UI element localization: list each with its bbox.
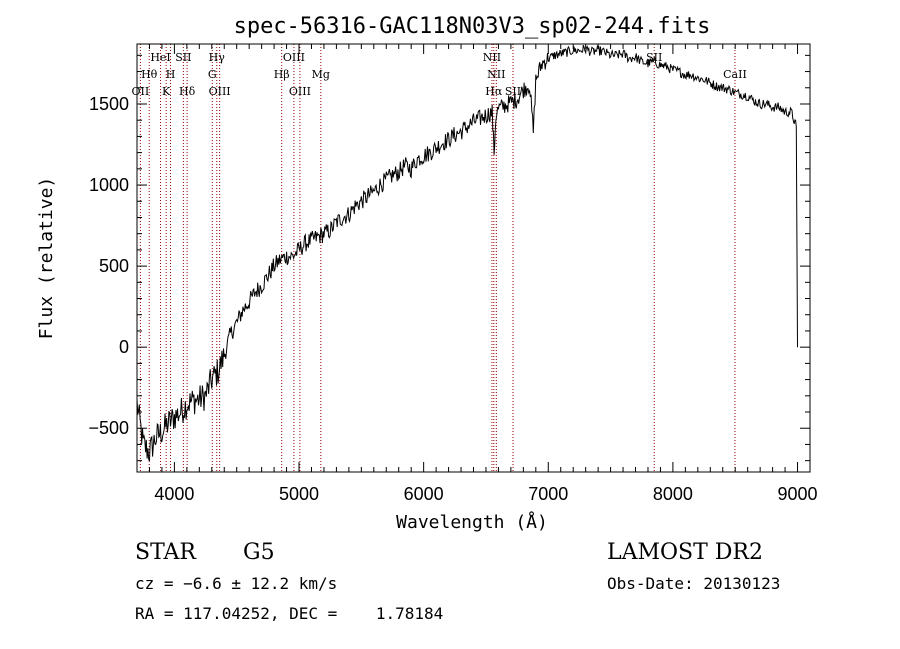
spectral-line-markers <box>139 44 736 472</box>
object-class: STAR <box>135 540 196 565</box>
y-tick-label: 500 <box>99 256 129 276</box>
line-label: G <box>208 68 217 81</box>
y-axis-label: Flux (relative) <box>36 177 57 340</box>
line-label: NII <box>483 51 501 64</box>
y-axis-ticks: −500 0 500 1000 1500 <box>88 54 810 462</box>
line-label: OIII <box>209 85 231 98</box>
line-label: Hγ <box>209 51 226 64</box>
x-tick-label: 6000 <box>404 484 444 504</box>
plot-frame <box>136 43 811 473</box>
x-axis-ticks: 4000 5000 6000 7000 8000 9000 <box>148 44 818 504</box>
line-label: Hβ <box>274 68 290 81</box>
observation-date: Obs-Date: 20130123 <box>607 574 781 593</box>
line-label: CaII <box>723 68 747 81</box>
line-label: NII <box>487 68 505 81</box>
spectrum-line <box>136 45 798 462</box>
line-label: OIII <box>283 51 305 64</box>
line-label: K <box>162 85 171 98</box>
y-tick-label: 0 <box>119 337 129 357</box>
line-label: SII <box>175 51 191 64</box>
y-tick-label: 1500 <box>89 94 129 114</box>
x-tick-label: 7000 <box>528 484 568 504</box>
redshift-cz: cz = −6.6 ± 12.2 km/s <box>135 574 338 593</box>
line-label: HeI <box>150 51 170 64</box>
x-tick-label: 4000 <box>154 484 194 504</box>
line-label: SII <box>505 85 521 98</box>
x-tick-label: 5000 <box>279 484 319 504</box>
line-label: Hα <box>485 85 503 98</box>
spectrum-chart: spec-56316-GAC118N03V3_sp02-244.fits OII… <box>36 14 818 533</box>
object-subclass: G5 <box>243 540 275 565</box>
x-tick-label: 8000 <box>653 484 693 504</box>
ra-dec: RA = 117.04252, DEC = 1.78184 <box>135 604 444 623</box>
line-label: OII <box>132 85 150 98</box>
line-label: H <box>166 68 176 81</box>
line-label: OIII <box>289 85 311 98</box>
x-tick-label: 9000 <box>778 484 818 504</box>
x-axis-label: Wavelength (Å) <box>396 511 548 533</box>
line-label: Hθ <box>141 68 158 81</box>
spectral-line-labels: OIIHθHeIKHSIIHδHγGOIIIHβOIIIOIIIMgNIINII… <box>132 51 747 98</box>
y-tick-label: 1000 <box>89 175 129 195</box>
chart-title: spec-56316-GAC118N03V3_sp02-244.fits <box>234 14 711 39</box>
line-label: Hδ <box>179 85 196 98</box>
survey-name: LAMOST DR2 <box>607 540 763 565</box>
line-label: Mg <box>312 68 330 81</box>
y-tick-label: −500 <box>88 418 129 438</box>
